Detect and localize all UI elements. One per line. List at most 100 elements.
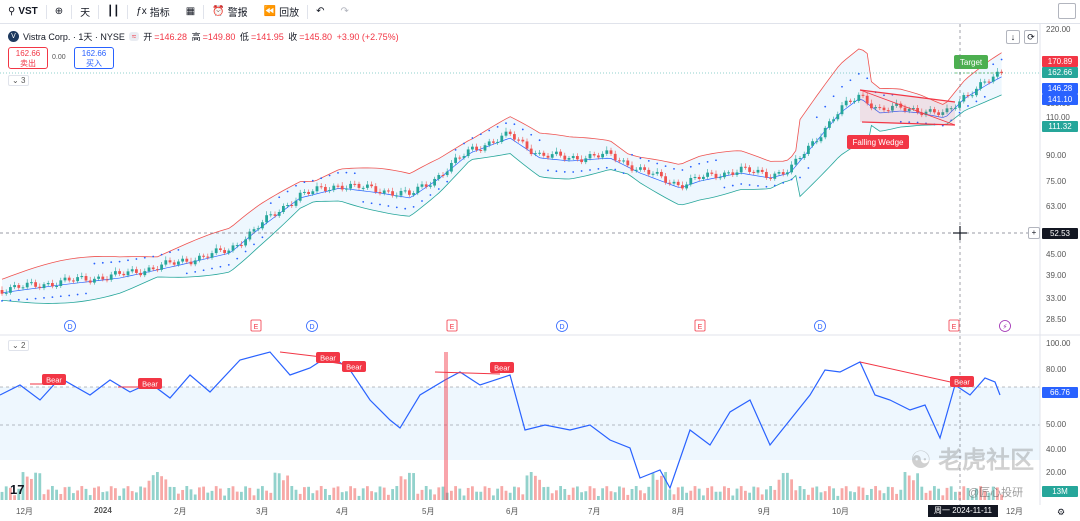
volume-bar (588, 486, 592, 500)
symbol-search[interactable]: ⚲ VST (0, 0, 46, 24)
volume-bar (655, 479, 659, 500)
candle-body (298, 192, 302, 201)
toggle-legend-button[interactable]: ≈ (128, 32, 140, 41)
candle-body (504, 131, 508, 136)
candle-body (765, 171, 768, 178)
rsi-pane-collapse[interactable]: ⌄ 2 (8, 340, 30, 351)
candle-body (517, 139, 520, 141)
replay-button[interactable]: ⏪ 回放 (256, 0, 307, 24)
volume-bar (496, 488, 499, 500)
sar-dot (479, 133, 482, 136)
volume-bar (983, 490, 987, 500)
volume-bar (693, 486, 697, 500)
sar-dot (975, 100, 978, 103)
sar-dot (538, 139, 541, 142)
candle-body (324, 186, 327, 191)
main-pane-count: 3 (20, 76, 26, 85)
redo-button[interactable]: ↷ (333, 0, 357, 24)
bear-badge (950, 376, 974, 387)
settings-gear-icon[interactable]: ⚙ (1056, 507, 1066, 517)
undo-button[interactable]: ↶ (308, 0, 332, 24)
alert-button[interactable]: ⏰ 警报 (204, 0, 255, 24)
sar-dot (799, 176, 801, 179)
volume-bar (105, 491, 109, 500)
candle-body (790, 164, 793, 173)
volume-bar (878, 490, 882, 500)
volume-bar (882, 493, 886, 500)
candle-body (135, 269, 138, 273)
add-alert-plus-icon[interactable]: + (1028, 227, 1040, 239)
candle-body (849, 100, 852, 102)
volume-bar (739, 486, 743, 500)
main-pane-collapse[interactable]: ⌄ 3 (8, 75, 30, 86)
volume-bar (744, 490, 747, 500)
candle-body (114, 271, 117, 275)
candle-body (370, 184, 373, 187)
refresh-icon[interactable]: ⟳ (1024, 30, 1038, 44)
tradingview-logo[interactable]: 17 (10, 482, 25, 497)
candle-body (454, 157, 457, 163)
bear-text: Bear (142, 380, 158, 389)
volume-bar (773, 489, 777, 500)
fullscreen-button[interactable] (1058, 3, 1076, 19)
candle-body (823, 127, 827, 138)
candle-body (273, 214, 277, 216)
grid-icon: ▦ (185, 6, 196, 17)
candle-body (979, 82, 982, 89)
candle-body (189, 261, 193, 265)
buy-button[interactable]: 162.66 买入 (74, 47, 114, 69)
chart-type-button[interactable]: ┃┃ (99, 0, 127, 24)
candle-body (882, 107, 886, 111)
candle-body (311, 191, 315, 195)
candle-body (391, 191, 394, 196)
candle-body (983, 81, 987, 83)
volume-bar (987, 492, 991, 500)
candle-body (130, 269, 134, 272)
volume-bar (25, 476, 29, 500)
add-symbol-button[interactable]: ⊕ (47, 0, 71, 24)
candle-body (802, 154, 806, 159)
sar-dot (572, 171, 575, 173)
volume-bar (937, 488, 940, 500)
volume-bar (874, 486, 877, 500)
candle-body (319, 186, 323, 188)
sar-dot (639, 157, 642, 160)
sar-dot (446, 180, 449, 183)
candle-body (706, 172, 709, 177)
volume-bar (718, 491, 722, 500)
candle-body (277, 212, 281, 216)
sar-dot (815, 116, 818, 119)
candle-body (811, 141, 814, 146)
volume-bar (660, 475, 663, 500)
candle-body (21, 287, 25, 289)
sar-dot (370, 202, 373, 205)
volume-bar (613, 492, 617, 500)
volume-bar (546, 486, 550, 500)
volume-bar (88, 495, 92, 500)
sar-dot (782, 181, 785, 184)
sell-button[interactable]: 162.66 卖出 (8, 47, 48, 69)
candle-body (752, 171, 756, 173)
volume-bar (114, 488, 117, 500)
volume-bar (479, 491, 483, 500)
volume-bar (441, 486, 445, 500)
bear-text: Bear (46, 376, 62, 385)
arrow-down-icon[interactable]: ↓ (1006, 30, 1020, 44)
indicators-button[interactable]: ƒx 指标 (128, 0, 178, 24)
sar-dot (463, 142, 465, 145)
volume-bar (685, 492, 688, 500)
volume-bar (563, 489, 567, 500)
price-label-high: 170.89 (1042, 56, 1078, 67)
volume-bar (840, 488, 844, 500)
candle-body (521, 139, 525, 142)
interval-button[interactable]: 天 (72, 0, 98, 24)
sar-dot (597, 167, 600, 170)
candle-body (903, 107, 907, 112)
candle-body (723, 172, 726, 178)
candle-body (235, 245, 239, 247)
layouts-button[interactable]: ▦ (178, 0, 203, 24)
candle-body (987, 81, 991, 83)
sar-dot (152, 255, 155, 258)
volume-bar (462, 495, 466, 500)
